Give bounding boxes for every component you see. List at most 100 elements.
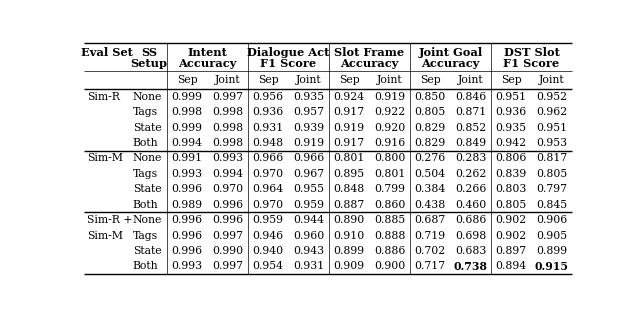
Text: SS: SS [141,47,157,58]
Text: 0.994: 0.994 [172,138,202,148]
Text: 0.924: 0.924 [333,92,365,102]
Text: 0.817: 0.817 [536,154,568,163]
Text: Joint: Joint [215,75,241,85]
Text: 0.998: 0.998 [212,107,243,117]
Text: 0.919: 0.919 [293,138,324,148]
Text: 0.953: 0.953 [536,138,567,148]
Text: 0.919: 0.919 [374,92,405,102]
Text: 0.909: 0.909 [333,261,365,271]
Text: 0.849: 0.849 [455,138,486,148]
Text: Joint: Joint [377,75,403,85]
Text: 0.895: 0.895 [333,169,365,179]
Text: 0.800: 0.800 [374,154,405,163]
Text: 0.902: 0.902 [495,231,527,241]
Text: None: None [132,92,162,102]
Text: 0.460: 0.460 [455,200,486,210]
Text: 0.997: 0.997 [212,231,243,241]
Text: None: None [132,215,162,225]
Text: 0.803: 0.803 [495,184,527,194]
Text: 0.687: 0.687 [415,215,446,225]
Text: 0.996: 0.996 [172,184,203,194]
Text: 0.997: 0.997 [212,92,243,102]
Text: 0.996: 0.996 [172,246,203,256]
Text: 0.967: 0.967 [293,169,324,179]
Text: 0.964: 0.964 [253,184,284,194]
Text: 0.959: 0.959 [293,200,324,210]
Text: 0.276: 0.276 [415,154,446,163]
Text: 0.801: 0.801 [374,169,405,179]
Text: 0.936: 0.936 [495,107,527,117]
Text: Sim-R: Sim-R [87,92,120,102]
Text: 0.991: 0.991 [172,154,203,163]
Text: 0.738: 0.738 [454,261,488,272]
Text: Joint Goal: Joint Goal [419,47,483,58]
Text: 0.931: 0.931 [293,261,324,271]
Text: 0.944: 0.944 [293,215,324,225]
Text: 0.952: 0.952 [536,92,567,102]
Text: 0.805: 0.805 [415,107,446,117]
Text: 0.885: 0.885 [374,215,405,225]
Text: Eval Set: Eval Set [81,47,133,58]
Text: Tags: Tags [132,231,158,241]
Text: 0.850: 0.850 [415,92,446,102]
Text: 0.956: 0.956 [253,92,284,102]
Text: 0.920: 0.920 [374,123,405,133]
Text: 0.887: 0.887 [333,200,365,210]
Text: 0.957: 0.957 [293,107,324,117]
Text: State: State [132,246,161,256]
Text: 0.960: 0.960 [293,231,324,241]
Text: 0.954: 0.954 [253,261,284,271]
Text: Accuracy: Accuracy [178,58,236,69]
Text: 0.860: 0.860 [374,200,405,210]
Text: 0.996: 0.996 [172,231,203,241]
Text: 0.283: 0.283 [455,154,486,163]
Text: 0.719: 0.719 [415,231,445,241]
Text: 0.946: 0.946 [253,231,284,241]
Text: 0.888: 0.888 [374,231,405,241]
Text: 0.966: 0.966 [293,154,324,163]
Text: 0.989: 0.989 [172,200,203,210]
Text: Sim-R +: Sim-R + [87,215,132,225]
Text: 0.717: 0.717 [415,261,445,271]
Text: 0.262: 0.262 [455,169,486,179]
Text: Sim-M: Sim-M [87,154,123,163]
Text: F1 Score: F1 Score [504,58,559,69]
Text: Accuracy: Accuracy [421,58,479,69]
Text: Setup: Setup [131,58,167,69]
Text: 0.993: 0.993 [172,261,203,271]
Text: 0.686: 0.686 [455,215,486,225]
Text: 0.683: 0.683 [455,246,486,256]
Text: 0.996: 0.996 [212,215,243,225]
Text: 0.852: 0.852 [455,123,486,133]
Text: 0.959: 0.959 [253,215,284,225]
Text: 0.846: 0.846 [455,92,486,102]
Text: 0.990: 0.990 [212,246,243,256]
Text: Slot Frame: Slot Frame [334,47,404,58]
Text: Both: Both [132,200,158,210]
Text: 0.504: 0.504 [415,169,445,179]
Text: 0.890: 0.890 [333,215,365,225]
Text: 0.935: 0.935 [495,123,527,133]
Text: 0.998: 0.998 [172,107,203,117]
Text: 0.999: 0.999 [172,123,202,133]
Text: 0.935: 0.935 [293,92,324,102]
Text: 0.922: 0.922 [374,107,405,117]
Text: 0.848: 0.848 [333,184,365,194]
Text: 0.917: 0.917 [333,138,365,148]
Text: 0.906: 0.906 [536,215,568,225]
Text: 0.931: 0.931 [252,123,284,133]
Text: 0.266: 0.266 [455,184,486,194]
Text: 0.951: 0.951 [536,123,567,133]
Text: 0.797: 0.797 [536,184,567,194]
Text: 0.996: 0.996 [172,215,203,225]
Text: 0.998: 0.998 [212,123,243,133]
Text: 0.839: 0.839 [495,169,527,179]
Text: 0.910: 0.910 [333,231,365,241]
Text: 0.806: 0.806 [495,154,527,163]
Text: 0.940: 0.940 [253,246,284,256]
Text: 0.845: 0.845 [536,200,567,210]
Text: 0.829: 0.829 [415,138,446,148]
Text: 0.936: 0.936 [252,107,284,117]
Text: Dialogue Act: Dialogue Act [247,47,330,58]
Text: 0.698: 0.698 [455,231,486,241]
